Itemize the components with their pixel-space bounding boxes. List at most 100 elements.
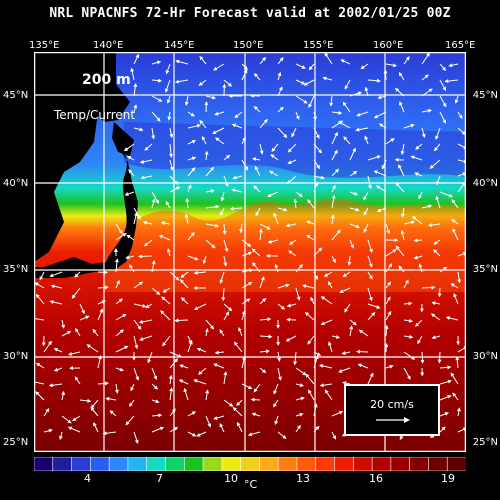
current-vector-arrow — [384, 324, 389, 337]
current-vector-arrow — [151, 383, 159, 390]
current-vector-arrow — [417, 335, 423, 345]
current-vector-arrow — [331, 229, 341, 241]
current-vector-arrow — [253, 72, 261, 81]
lat-label-30-left: 30°N — [3, 351, 29, 362]
current-vector-arrow — [115, 345, 129, 353]
temperature-colorbar — [34, 457, 466, 471]
current-vector-arrow — [367, 303, 381, 309]
current-vector-arrow — [439, 63, 447, 72]
current-vector-arrow — [180, 297, 189, 305]
current-vector-arrow — [133, 127, 144, 132]
colorbar-unit: °C — [244, 478, 258, 491]
current-vector-arrow — [295, 95, 308, 104]
current-vector-arrow — [385, 296, 391, 305]
current-vector-arrow — [61, 330, 72, 337]
current-vector-arrow — [58, 431, 63, 441]
current-vector-arrow — [367, 287, 373, 302]
current-vector-arrow — [457, 271, 462, 284]
current-vector-arrow — [178, 379, 189, 385]
current-vector-arrow — [187, 232, 195, 241]
current-vector-arrow — [339, 287, 351, 294]
current-vector-arrow — [349, 170, 358, 177]
current-vector-arrow — [35, 362, 45, 369]
current-vector-arrow — [452, 227, 459, 241]
current-vector-arrow — [254, 165, 261, 177]
colorbar-swatch — [146, 457, 167, 471]
current-vector-arrow — [204, 328, 209, 337]
current-vector-arrow — [295, 63, 306, 69]
current-vector-arrow — [151, 95, 163, 102]
current-vector-arrow — [267, 191, 279, 198]
colorbar-swatch — [108, 457, 129, 471]
current-vector-arrow — [144, 143, 153, 151]
current-vector-arrow — [306, 220, 315, 225]
current-vector-arrow — [196, 431, 207, 437]
current-vector-arrow — [205, 166, 215, 177]
current-vector-arrow — [456, 407, 461, 417]
current-vector-arrow — [223, 399, 234, 407]
current-vector-arrow — [220, 207, 225, 216]
current-vector-arrow — [71, 287, 81, 299]
current-vector-arrow — [400, 143, 405, 156]
current-vector-arrow — [151, 367, 158, 381]
current-vector-arrow — [183, 387, 189, 401]
current-vector-arrow — [223, 175, 229, 187]
current-vector-arrow — [92, 328, 99, 337]
current-vector-arrow — [133, 53, 139, 65]
current-vector-arrow — [287, 159, 297, 165]
current-vector-arrow — [219, 422, 225, 433]
current-vector-arrow — [320, 296, 333, 305]
current-vector-arrow — [241, 310, 246, 321]
current-vector-arrow — [342, 101, 351, 113]
current-vector-arrow — [340, 59, 351, 65]
current-vector-arrow — [398, 265, 405, 273]
current-vector-arrow — [133, 211, 138, 225]
figure-title: NRL NPACNFS 72-Hr Forecast valid at 2002… — [49, 6, 451, 21]
current-vector-arrow — [231, 188, 243, 193]
current-vector-arrow — [450, 283, 459, 289]
colorbar-swatch — [277, 457, 298, 471]
current-vector-arrow — [145, 303, 153, 309]
lon-label-155: 155°E — [303, 40, 334, 51]
current-vector-arrow — [142, 220, 153, 225]
lat-label-40-left: 40°N — [3, 178, 29, 189]
current-vector-arrow — [164, 79, 171, 93]
current-vector-arrow — [286, 303, 297, 308]
current-vector-arrow — [273, 212, 279, 225]
current-vector-arrow — [34, 282, 45, 289]
current-vector-arrow — [410, 155, 423, 161]
current-vector-arrow — [385, 281, 392, 289]
current-vector-arrow — [457, 252, 466, 257]
current-vector-arrow — [239, 223, 244, 234]
current-vector-arrow — [349, 191, 359, 196]
current-vector-arrow — [427, 223, 441, 228]
current-vector-arrow — [223, 255, 228, 267]
current-vector-arrow — [169, 175, 179, 185]
current-vector-arrow — [457, 172, 466, 177]
current-vector-arrow — [151, 287, 161, 296]
current-vector-arrow — [241, 63, 248, 71]
colorbar-tick-10: 10 — [224, 472, 238, 485]
current-vector-arrow — [43, 407, 50, 417]
colorbar-swatch — [296, 457, 317, 471]
current-vector-arrow — [394, 87, 405, 97]
current-vector-arrow — [277, 106, 284, 113]
lat-label-45-right: 45°N — [472, 90, 498, 101]
current-vector-arrow — [274, 415, 279, 425]
current-vector-arrow — [367, 155, 382, 161]
current-vector-arrow — [213, 363, 225, 369]
current-vector-arrow — [72, 415, 81, 422]
current-vector-arrow — [437, 351, 442, 364]
current-vector-arrow — [313, 159, 321, 170]
current-vector-arrow — [212, 127, 225, 134]
current-vector-arrow — [313, 425, 320, 433]
current-vector-arrow — [273, 399, 279, 408]
colorbar-swatch — [446, 457, 466, 471]
colorbar-swatch — [127, 457, 148, 471]
current-vector-arrow — [253, 105, 261, 113]
current-vector-arrow — [277, 367, 282, 381]
current-vector-arrow — [358, 329, 369, 337]
current-vector-arrow — [277, 207, 288, 212]
current-vector-arrow — [115, 279, 120, 289]
